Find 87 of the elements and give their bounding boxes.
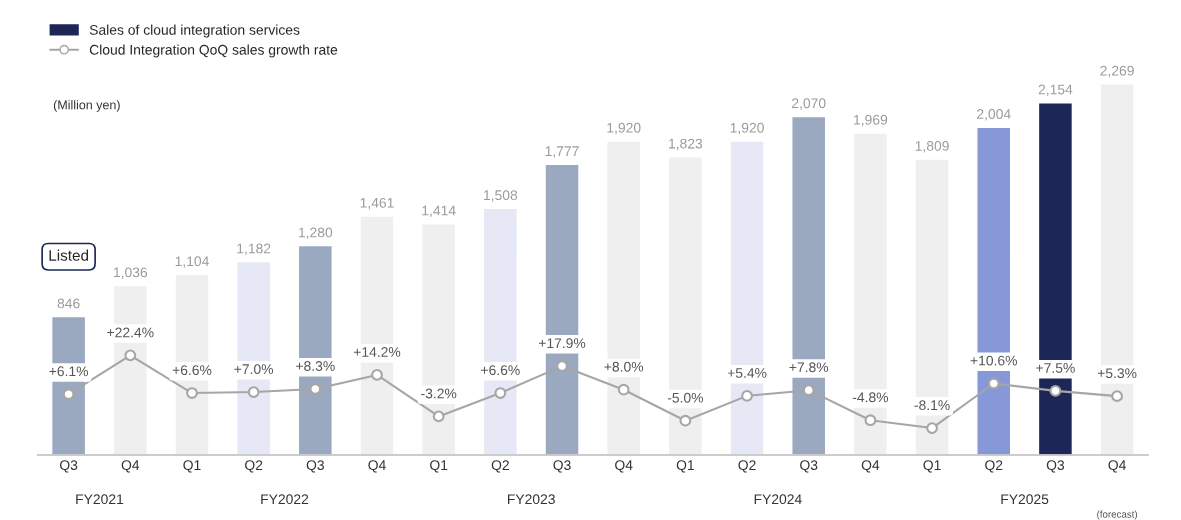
x-tick-label: Q1 bbox=[183, 460, 201, 473]
x-tick-label: Q4 bbox=[861, 460, 880, 473]
point bbox=[864, 414, 877, 427]
data-label: 1,508 bbox=[484, 190, 518, 202]
text: FY2024 bbox=[754, 494, 802, 505]
text: FY2023 bbox=[508, 494, 555, 505]
data-label: +7.8% bbox=[789, 362, 829, 373]
data-label: +5.3% bbox=[1097, 368, 1137, 379]
point bbox=[617, 383, 630, 396]
point bbox=[494, 387, 507, 399]
data-label: 2,070 bbox=[792, 98, 826, 110]
point bbox=[309, 383, 322, 395]
data-label: +6.6% bbox=[172, 365, 212, 376]
x-tick-label: Q1 bbox=[923, 460, 941, 473]
data-label: -5.0% bbox=[667, 392, 704, 403]
bar bbox=[482, 207, 519, 455]
point bbox=[987, 377, 1000, 390]
data-label: +10.6% bbox=[970, 355, 1017, 366]
x-tick-label: Q1 bbox=[430, 460, 448, 473]
x-tick-label: Q3 bbox=[553, 460, 571, 473]
annotation: (Million yen) bbox=[53, 100, 120, 112]
data-label: 1,920 bbox=[730, 122, 764, 135]
point bbox=[186, 387, 198, 399]
point bbox=[432, 410, 445, 423]
bar bbox=[235, 260, 272, 455]
point bbox=[556, 360, 568, 372]
x-tick-label: Q4 bbox=[368, 460, 386, 473]
point bbox=[741, 390, 753, 402]
legend-label: Sales of cloud integration services bbox=[89, 24, 300, 38]
data-label: 1,809 bbox=[915, 140, 949, 153]
data-label: +8.0% bbox=[604, 361, 644, 372]
data-label: +22.4% bbox=[107, 327, 154, 338]
x-tick-label: Q3 bbox=[1046, 460, 1065, 473]
x-tick-label: Q3 bbox=[60, 460, 78, 473]
x-tick-label: Q3 bbox=[306, 460, 324, 473]
data-label: -4.8% bbox=[852, 392, 889, 403]
data-label: 2,004 bbox=[977, 109, 1011, 121]
x-tick-label: Q1 bbox=[676, 460, 694, 473]
data-label: 1,461 bbox=[360, 197, 394, 210]
x-tick-label: Q2 bbox=[985, 460, 1003, 473]
data-label: 846 bbox=[57, 298, 80, 309]
x-tick-label: Q2 bbox=[245, 460, 263, 473]
data-label: 1,823 bbox=[669, 138, 703, 151]
point bbox=[371, 369, 383, 381]
x-tick-label: Q2 bbox=[738, 460, 756, 473]
x-tick-label: Q4 bbox=[1108, 460, 1126, 473]
data-label: 2,154 bbox=[1038, 84, 1073, 97]
data-label: 2,269 bbox=[1100, 65, 1134, 78]
data-label: 1,969 bbox=[854, 114, 888, 127]
x-tick-label: Q3 bbox=[800, 460, 818, 473]
annotation: Listed bbox=[49, 249, 89, 261]
x-tick-label: Q4 bbox=[615, 460, 633, 473]
point bbox=[679, 414, 692, 427]
data-label: +7.5% bbox=[1036, 363, 1075, 373]
data-label: +6.1% bbox=[49, 366, 89, 377]
data-label: -8.1% bbox=[914, 400, 950, 411]
data-label: 1,777 bbox=[545, 146, 579, 158]
bar bbox=[1037, 102, 1074, 455]
data-label: +8.3% bbox=[296, 361, 335, 371]
point bbox=[1049, 384, 1062, 397]
x-tick-label: Q2 bbox=[491, 460, 509, 473]
point bbox=[247, 386, 260, 398]
data-label: 1,414 bbox=[422, 205, 456, 218]
point bbox=[62, 388, 75, 401]
bar bbox=[852, 132, 889, 455]
text: (forecast) bbox=[1097, 510, 1138, 520]
data-label: 1,104 bbox=[175, 256, 209, 268]
data-label: 1,920 bbox=[607, 122, 641, 135]
data-label: +14.2% bbox=[353, 347, 401, 357]
data-label: 1,182 bbox=[237, 243, 271, 256]
data-label: +17.9% bbox=[538, 338, 586, 349]
data-label: -3.2% bbox=[421, 388, 457, 399]
data-label: +6.6% bbox=[481, 365, 520, 376]
x-tick-label: Q4 bbox=[121, 460, 140, 473]
data-label: +7.0% bbox=[234, 364, 274, 375]
data-label: 1,036 bbox=[113, 267, 148, 279]
point bbox=[124, 349, 137, 362]
text: FY2021 bbox=[76, 494, 124, 505]
point bbox=[1111, 390, 1123, 403]
text: FY2022 bbox=[261, 494, 309, 505]
legend-label: Cloud Integration QoQ sales growth rate bbox=[89, 44, 338, 58]
bar bbox=[667, 156, 704, 455]
text: FY2025 bbox=[1001, 494, 1049, 505]
point bbox=[802, 384, 815, 397]
data-label: +5.4% bbox=[727, 368, 767, 378]
data-label: 1,280 bbox=[299, 227, 333, 239]
point bbox=[926, 422, 938, 434]
